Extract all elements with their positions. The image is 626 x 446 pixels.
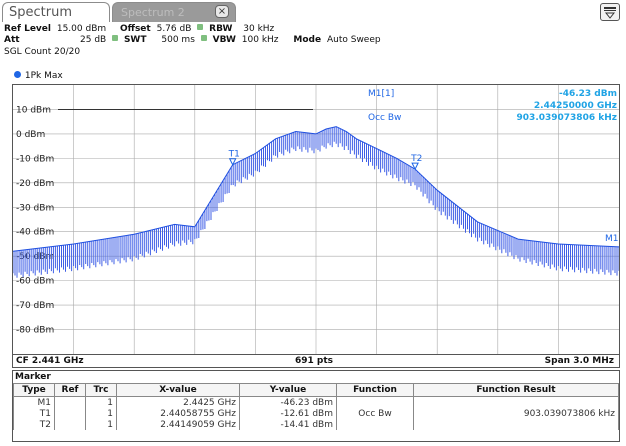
t1-marker xyxy=(228,158,237,166)
grid xyxy=(13,85,619,354)
spectrum-chart: 10 dBm 0 dBm -10 dBm -20 dBm -30 dBm -40 dBm -… xyxy=(12,85,620,354)
cell-y: -14.41 dBm xyxy=(239,419,337,430)
cell-function xyxy=(336,396,414,408)
occbw-value: 903.039073806 kHz xyxy=(517,113,617,123)
y-tick-label: -60 dBm xyxy=(16,277,54,287)
cell-ref xyxy=(54,419,86,430)
mode-label: Mode xyxy=(293,35,322,45)
tab-spectrum-2-label: Spectrum 2 xyxy=(121,6,185,19)
table-row[interactable]: M1 1 2.4425 GHz -46.23 dBm xyxy=(13,396,619,408)
cell-result xyxy=(413,396,619,408)
table-row[interactable]: T1 1 2.44058755 GHz -12.61 dBm Occ Bw 90… xyxy=(13,408,619,419)
y-tick-label: 0 dBm xyxy=(16,130,45,140)
col-function-result: Function Result xyxy=(413,383,619,397)
status-dot-icon xyxy=(197,24,204,30)
cell-type: M1 xyxy=(13,396,55,408)
cell-ref xyxy=(54,408,86,419)
m1-marker-label: M1 xyxy=(605,234,619,244)
t1-marker-label: T1 xyxy=(228,150,240,160)
rbw-value: 30 kHz xyxy=(243,24,275,34)
cell-trc: 1 xyxy=(85,419,117,430)
trace-label: 1Pk Max xyxy=(24,71,63,81)
y-tick-label: 10 dBm xyxy=(16,105,51,115)
status-dot-icon xyxy=(112,35,119,41)
cell-trc: 1 xyxy=(85,408,117,419)
offset-label: Offset xyxy=(120,24,151,34)
att-value: 25 dB xyxy=(80,35,107,45)
tab-spectrum[interactable]: Spectrum xyxy=(2,2,110,22)
y-tick-label: -40 dBm xyxy=(16,228,54,238)
col-ref: Ref xyxy=(54,383,86,397)
cell-function xyxy=(336,419,414,430)
att-label: Att xyxy=(4,35,20,45)
display-menu-icon xyxy=(604,7,616,19)
y-tick-label: -30 dBm xyxy=(16,203,54,213)
t2-marker xyxy=(411,162,419,171)
rbw-label: RBW xyxy=(209,24,233,34)
trace-line xyxy=(12,126,620,252)
center-frequency: CF 2.441 GHz xyxy=(16,356,84,366)
marker-table: Type Ref Trc X-value Y-value Function Fu… xyxy=(13,383,619,430)
trace-dot-icon xyxy=(14,71,21,78)
marker-readout-level: -46.23 dBm xyxy=(559,89,617,99)
marker-readout-name: M1[1] xyxy=(368,89,394,99)
y-tick-label: -20 dBm xyxy=(16,179,54,189)
sgl-count: SGL Count 20/20 xyxy=(4,47,81,57)
mode-value: Auto Sweep xyxy=(326,35,381,45)
trace-noise-band xyxy=(12,126,620,278)
status-dot-icon xyxy=(200,35,207,41)
cell-x: 2.4425 GHz xyxy=(116,396,240,408)
marker-table-panel: Marker Type Ref Trc X-value Y-value Func… xyxy=(12,370,620,442)
tab-spectrum-2[interactable]: Spectrum 2 × xyxy=(112,2,236,22)
t2-marker-label: T2 xyxy=(410,154,422,164)
y-tick-label: -80 dBm xyxy=(16,326,54,336)
cell-x: 2.44149059 GHz xyxy=(116,419,240,430)
cell-ref xyxy=(54,396,86,408)
cell-type: T1 xyxy=(13,408,55,419)
col-x-value: X-value xyxy=(116,383,240,397)
cell-x: 2.44058755 GHz xyxy=(116,408,240,419)
col-y-value: Y-value xyxy=(239,383,337,397)
vbw-value: 100 kHz xyxy=(241,35,279,45)
close-icon[interactable]: × xyxy=(215,5,229,18)
marker-table-title: Marker xyxy=(15,372,51,382)
table-row[interactable]: T2 1 2.44149059 GHz -14.41 dBm xyxy=(13,419,619,430)
col-function: Function xyxy=(336,383,414,397)
cell-result: 903.039073806 kHz xyxy=(413,408,619,419)
ref-level-value: 15.00 dBm xyxy=(56,24,107,34)
tab-spectrum-label: Spectrum xyxy=(9,5,72,20)
span-value: Span 3.0 MHz xyxy=(544,356,614,366)
cell-trc: 1 xyxy=(85,396,117,408)
swt-label: SWT xyxy=(123,35,147,45)
marker-readout-freq: 2.44250000 GHz xyxy=(534,101,617,111)
y-tick-label: -10 dBm xyxy=(16,154,54,164)
occbw-label: Occ Bw xyxy=(368,113,401,123)
offset-value: 5.76 dB xyxy=(156,24,192,34)
y-tick-label: -70 dBm xyxy=(16,301,54,311)
swt-value: 500 ms xyxy=(161,35,195,45)
tab-bar: Spectrum Spectrum 2 × xyxy=(0,0,626,22)
ref-level-label: Ref Level xyxy=(4,24,51,34)
sweep-status-bar: CF 2.441 GHz 691 pts Span 3.0 MHz xyxy=(12,355,620,368)
cell-y: -12.61 dBm xyxy=(239,408,337,419)
cell-function: Occ Bw xyxy=(336,408,414,419)
display-config-button[interactable] xyxy=(600,3,620,21)
y-axis-ticks: 10 dBm 0 dBm -10 dBm -20 dBm -30 dBm -40 dBm -… xyxy=(16,105,54,335)
trace-label-bar: 1Pk Max xyxy=(12,71,620,83)
cell-type: T2 xyxy=(13,419,55,430)
marker-glyphs xyxy=(228,158,419,171)
cell-y: -46.23 dBm xyxy=(239,396,337,408)
cell-result xyxy=(413,419,619,430)
spectrum-plot[interactable]: 10 dBm 0 dBm -10 dBm -20 dBm -30 dBm -40 dBm -… xyxy=(12,84,620,355)
marker-table-header: Type Ref Trc X-value Y-value Function Fu… xyxy=(13,383,619,397)
sweep-points: 691 pts xyxy=(295,356,334,366)
vbw-label: VBW xyxy=(212,35,236,45)
col-type: Type xyxy=(13,383,55,397)
col-trc: Trc xyxy=(85,383,117,397)
